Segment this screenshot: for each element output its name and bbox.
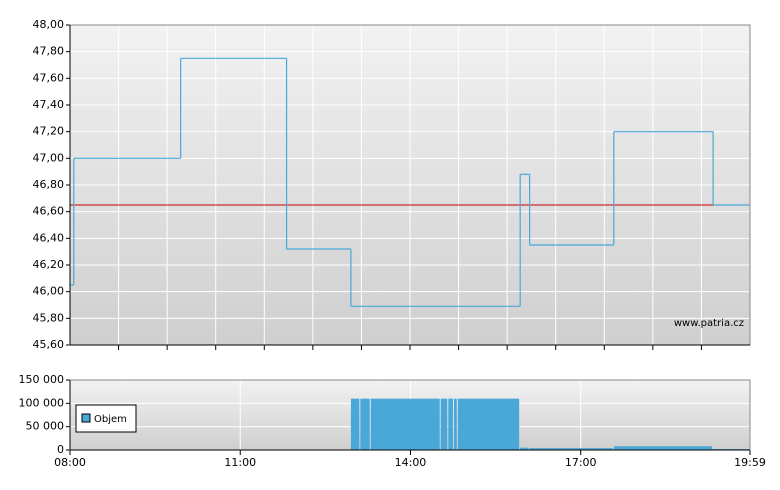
y-tick-label: 47,80 xyxy=(33,45,65,58)
volume-bar xyxy=(453,398,457,450)
y-tick-label: 50 000 xyxy=(26,420,65,433)
volume-bar xyxy=(350,398,360,450)
y-tick-label: 0 xyxy=(57,443,64,456)
x-tick-label: 11:00 xyxy=(224,456,256,469)
y-tick-label: 47,20 xyxy=(33,125,65,138)
legend: Objem xyxy=(75,404,137,433)
y-tick-label: 46,00 xyxy=(33,285,65,298)
volume-bar xyxy=(440,398,448,450)
volume-bar xyxy=(360,398,370,450)
y-tick-label: 46,80 xyxy=(33,178,65,191)
volume-bar xyxy=(520,447,529,450)
volume-bar xyxy=(448,398,453,450)
volume-bar xyxy=(613,446,713,450)
x-tick-label: 17:00 xyxy=(565,456,597,469)
watermark: www.patria.cz xyxy=(674,318,744,329)
y-tick-label: 47,60 xyxy=(33,71,65,84)
volume-bar xyxy=(529,448,613,450)
x-tick-label: 08:00 xyxy=(54,456,86,469)
y-tick-label: 45,80 xyxy=(33,311,65,324)
y-tick-label: 45,60 xyxy=(33,338,65,351)
legend-label: Objem xyxy=(94,414,127,425)
x-tick-label: 19:59 xyxy=(734,456,766,469)
volume-bar xyxy=(457,398,520,450)
y-tick-label: 150 000 xyxy=(19,373,65,386)
volume-bar xyxy=(370,398,440,450)
y-tick-label: 46,40 xyxy=(33,231,65,244)
y-tick-label: 46,60 xyxy=(33,205,65,218)
legend-swatch xyxy=(81,413,91,423)
y-tick-label: 48,00 xyxy=(33,18,65,31)
y-tick-label: 100 000 xyxy=(19,396,65,409)
y-tick-label: 47,40 xyxy=(33,98,65,111)
x-tick-label: 14:00 xyxy=(395,456,427,469)
y-tick-label: 47,00 xyxy=(33,151,65,164)
y-tick-label: 46,20 xyxy=(33,258,65,271)
